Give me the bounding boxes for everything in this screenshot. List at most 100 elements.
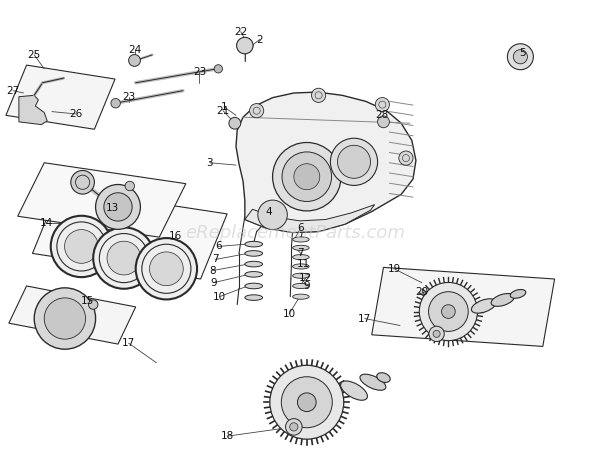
Text: 19: 19 <box>388 264 401 274</box>
Text: 25: 25 <box>28 50 41 60</box>
Circle shape <box>129 54 140 66</box>
Circle shape <box>34 288 96 349</box>
Circle shape <box>149 252 183 286</box>
Circle shape <box>281 377 332 428</box>
Text: 3: 3 <box>206 158 213 168</box>
Circle shape <box>419 282 477 341</box>
Circle shape <box>375 98 389 112</box>
Circle shape <box>337 145 371 179</box>
Circle shape <box>428 292 468 332</box>
Circle shape <box>111 99 120 108</box>
Circle shape <box>294 164 320 190</box>
Text: 21: 21 <box>217 106 230 116</box>
Polygon shape <box>9 286 136 344</box>
Circle shape <box>441 305 455 319</box>
Polygon shape <box>19 95 47 125</box>
Ellipse shape <box>245 251 263 256</box>
Text: 24: 24 <box>128 45 141 55</box>
Polygon shape <box>18 163 186 237</box>
Text: 13: 13 <box>106 203 119 213</box>
Text: 7: 7 <box>212 254 219 265</box>
Circle shape <box>136 238 197 299</box>
Text: 14: 14 <box>40 218 53 228</box>
Ellipse shape <box>293 237 309 242</box>
Text: 17: 17 <box>122 338 135 348</box>
Ellipse shape <box>293 264 309 269</box>
Text: 4: 4 <box>265 206 272 217</box>
Text: 28: 28 <box>376 110 389 120</box>
Text: 6: 6 <box>215 241 222 252</box>
Circle shape <box>229 117 241 129</box>
Circle shape <box>96 185 140 229</box>
Text: 8: 8 <box>209 266 216 276</box>
Circle shape <box>44 298 86 339</box>
Ellipse shape <box>293 245 309 250</box>
Ellipse shape <box>245 241 263 247</box>
Ellipse shape <box>245 261 263 267</box>
Ellipse shape <box>360 374 386 390</box>
Circle shape <box>71 171 94 194</box>
Circle shape <box>107 241 141 275</box>
Circle shape <box>282 152 332 201</box>
Text: 20: 20 <box>415 287 428 297</box>
Circle shape <box>104 193 132 221</box>
Text: 18: 18 <box>221 431 234 441</box>
Text: eReplacementParts.com: eReplacementParts.com <box>185 224 405 242</box>
Text: 12: 12 <box>299 273 312 283</box>
Ellipse shape <box>293 294 309 299</box>
Circle shape <box>429 326 444 341</box>
Circle shape <box>330 138 378 186</box>
Text: 7: 7 <box>297 248 304 259</box>
Text: 22: 22 <box>234 27 247 37</box>
Ellipse shape <box>510 290 526 298</box>
Circle shape <box>258 200 287 230</box>
Circle shape <box>297 393 316 412</box>
Circle shape <box>433 330 440 338</box>
Circle shape <box>125 181 135 191</box>
Text: 16: 16 <box>169 231 182 241</box>
Text: 10: 10 <box>213 292 226 302</box>
Ellipse shape <box>293 273 309 278</box>
Circle shape <box>64 230 99 263</box>
Text: 9: 9 <box>210 278 217 288</box>
Ellipse shape <box>245 283 263 289</box>
Circle shape <box>88 300 98 309</box>
Circle shape <box>51 216 112 277</box>
Circle shape <box>507 44 533 70</box>
Polygon shape <box>32 188 227 279</box>
Text: 9: 9 <box>303 281 310 291</box>
Ellipse shape <box>245 295 263 300</box>
Ellipse shape <box>340 381 368 400</box>
Text: 27: 27 <box>6 86 19 96</box>
Circle shape <box>273 142 341 211</box>
Text: 2: 2 <box>256 34 263 45</box>
Circle shape <box>286 418 302 435</box>
Polygon shape <box>6 65 115 129</box>
Polygon shape <box>236 92 416 232</box>
Ellipse shape <box>491 293 514 306</box>
Text: 10: 10 <box>283 309 296 319</box>
Polygon shape <box>372 267 555 346</box>
Text: 11: 11 <box>297 259 310 269</box>
Circle shape <box>513 50 527 64</box>
Circle shape <box>378 116 389 128</box>
Circle shape <box>214 65 222 73</box>
Text: 15: 15 <box>81 296 94 306</box>
Circle shape <box>93 227 155 289</box>
Text: 23: 23 <box>122 92 135 102</box>
Text: 1: 1 <box>221 102 228 112</box>
Circle shape <box>237 37 253 54</box>
Circle shape <box>399 151 413 165</box>
Text: 5: 5 <box>519 48 526 59</box>
Circle shape <box>270 365 344 439</box>
Ellipse shape <box>245 272 263 277</box>
Text: 23: 23 <box>193 67 206 77</box>
Ellipse shape <box>293 283 309 288</box>
Ellipse shape <box>471 299 496 313</box>
Text: 17: 17 <box>358 313 371 324</box>
Polygon shape <box>245 205 375 232</box>
Circle shape <box>312 88 326 102</box>
Text: 26: 26 <box>69 109 82 119</box>
Ellipse shape <box>377 373 390 382</box>
Circle shape <box>250 104 264 118</box>
